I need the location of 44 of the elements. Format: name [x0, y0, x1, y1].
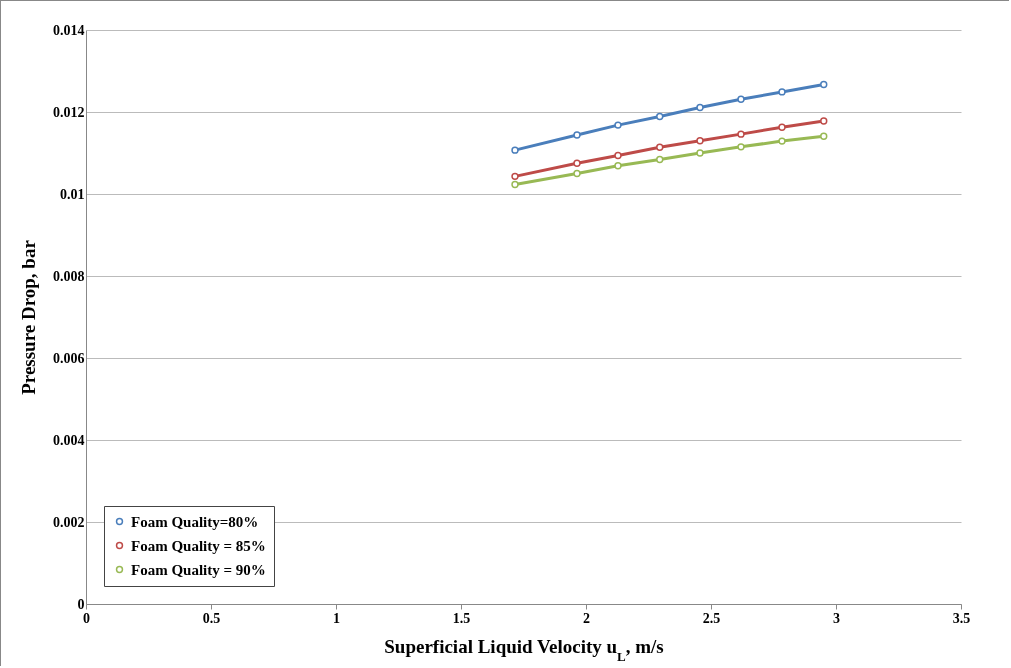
point [737, 143, 745, 151]
point [656, 155, 664, 164]
legend-label: Foam Quality=80% [131, 513, 259, 530]
point [573, 159, 581, 167]
x-tick-label: 1 [333, 610, 340, 626]
y-axis-title: Pressure Drop, bar [18, 239, 39, 395]
point [820, 132, 828, 140]
point [511, 172, 519, 181]
y-tick-label: 0.004 [53, 432, 85, 448]
point [778, 123, 786, 131]
y-tick-label: 0.01 [60, 186, 85, 202]
legend-label: Foam Quality = 85% [131, 537, 266, 554]
point [696, 137, 704, 145]
y-tick-label: 0 [77, 596, 85, 612]
point [511, 146, 519, 154]
y-tick-label: 0.008 [53, 268, 85, 284]
legend-label: Foam Quality = 90% [131, 561, 266, 578]
point [820, 117, 828, 125]
point [573, 169, 581, 178]
point [737, 95, 745, 103]
x-axis-title: Superficial Liquid Velocity u$_{L}$, m/s [384, 635, 664, 663]
point [656, 143, 664, 151]
point [614, 121, 622, 129]
point [511, 180, 519, 189]
y-tick-label: 0.014 [53, 22, 85, 38]
y-tick-label: 0.012 [53, 104, 85, 120]
x-tick-label: 3.5 [952, 610, 971, 626]
x-tick-label: 3 [833, 610, 840, 626]
y-tick-label: 0.002 [53, 514, 85, 530]
point [573, 131, 581, 139]
x-tick-label: 0.5 [202, 610, 221, 626]
x-tick-label: 2 [583, 610, 590, 626]
point [696, 149, 704, 157]
point [737, 130, 745, 138]
point [696, 103, 704, 112]
point [614, 162, 622, 170]
point [820, 80, 828, 89]
x-tick-label: 2.5 [702, 610, 721, 626]
point [778, 137, 786, 145]
y-tick-label: 0.006 [53, 350, 85, 366]
point [614, 151, 622, 160]
point [778, 88, 786, 96]
point [656, 112, 664, 121]
x-tick-label: 1.5 [452, 610, 471, 626]
